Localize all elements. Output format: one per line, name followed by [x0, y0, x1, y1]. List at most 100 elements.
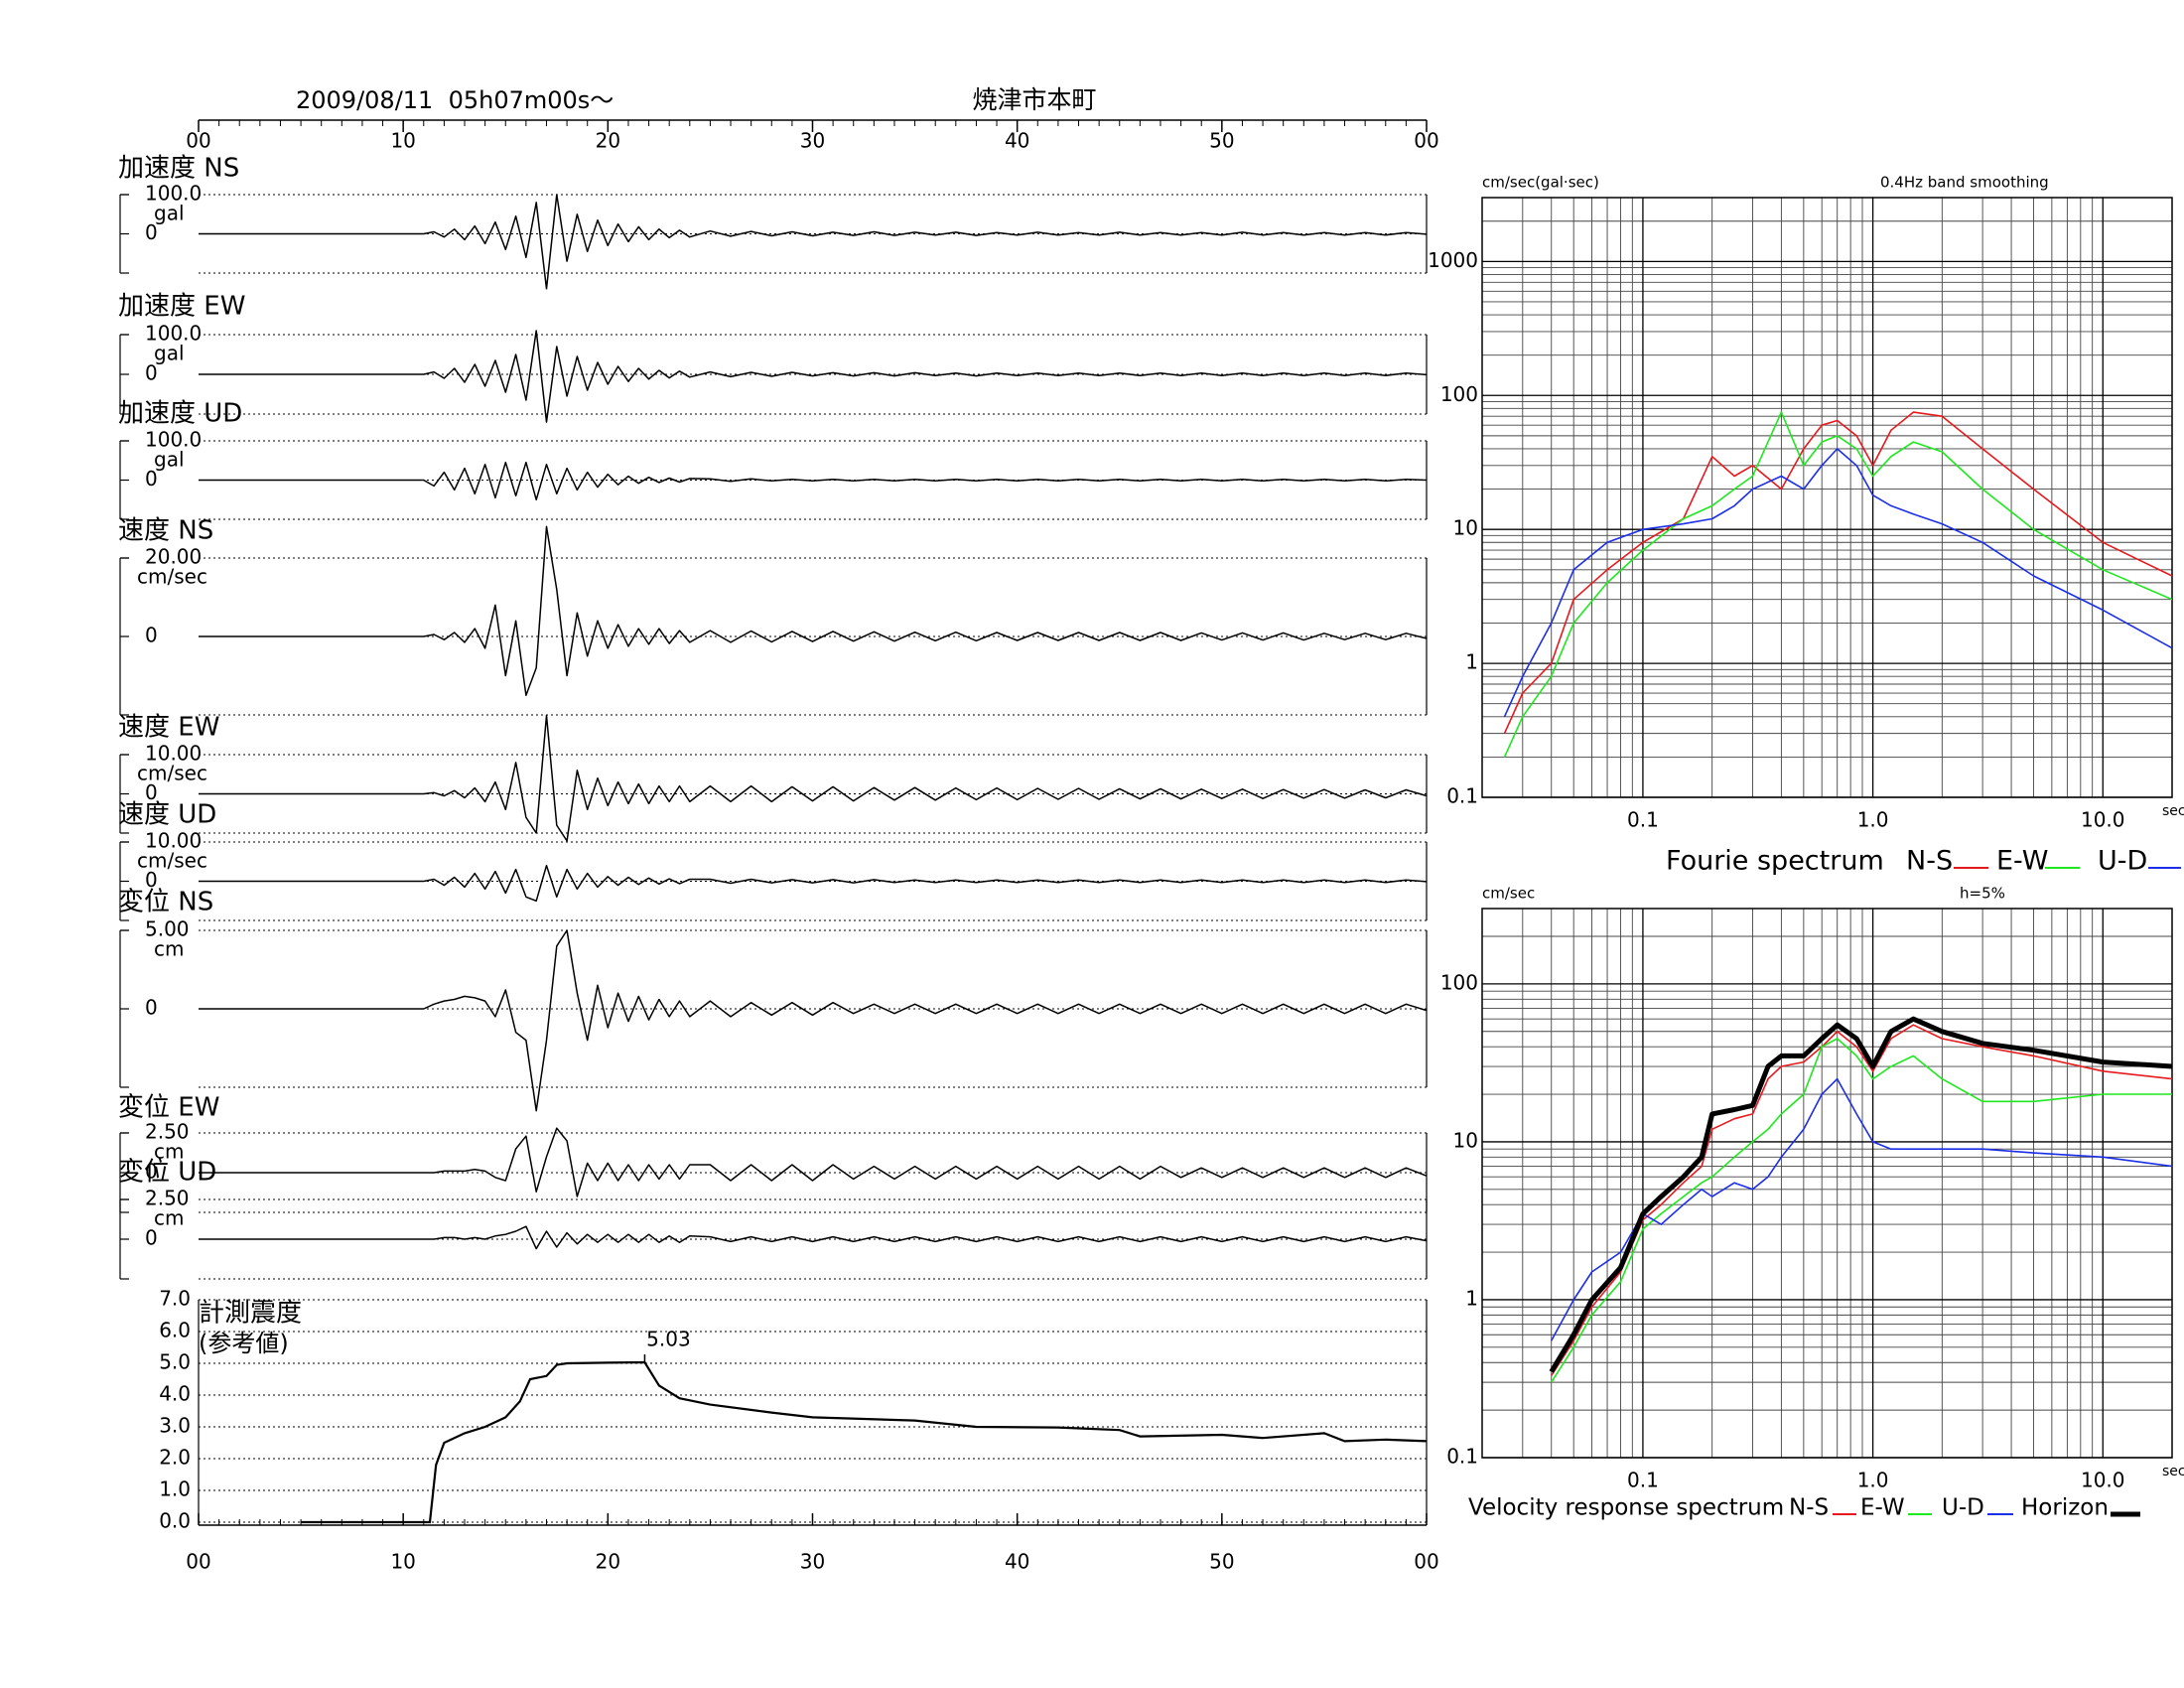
y-tick-label: 4.0 — [159, 1382, 191, 1406]
waveform — [199, 929, 1428, 1112]
trace-name: 加速度 UD — [118, 399, 242, 429]
trace-unit: cm/sec — [137, 762, 207, 785]
x-tick-label: 10.0 — [2081, 1469, 2125, 1492]
y-tick-label: 10.00 — [145, 829, 202, 853]
y-tick-label: 100.0 — [145, 322, 202, 346]
spectrum-line — [1503, 411, 2173, 758]
trace-name: 加速度 EW — [118, 292, 245, 322]
legend-title: Fourie spectrum — [1666, 846, 1884, 877]
y-tick-label: 0.0 — [159, 1509, 191, 1533]
trace-name: 変位 UD — [118, 1158, 216, 1188]
x-tick-label: 40 — [1005, 1550, 1029, 1574]
y-axis-label: cm/sec — [1482, 885, 1535, 903]
legend-label: E-W — [1996, 846, 2048, 877]
spectrum-line — [1549, 1016, 2173, 1373]
y-tick-label: 100 — [1440, 382, 1478, 406]
intensity-title: 計測震度 — [199, 1299, 302, 1329]
spectrum-line — [1551, 1024, 2173, 1376]
y-tick-label: 0 — [145, 780, 158, 804]
x-tick-label: 10.0 — [2081, 808, 2125, 832]
y-tick-label: 0 — [145, 868, 158, 892]
legend-label: N-S — [1789, 1495, 1829, 1521]
y-tick-label: 0 — [145, 624, 158, 647]
y-tick-label: 100.0 — [145, 182, 202, 206]
x-tick-label: 50 — [1209, 1550, 1234, 1574]
spectrum-line — [1503, 448, 2173, 718]
legend-label: Horizon — [2021, 1495, 2109, 1521]
x-tick-label: 00 — [1414, 1550, 1438, 1574]
plot-frame — [1481, 197, 2173, 798]
intensity-subtitle: (参考値) — [199, 1330, 289, 1357]
header-site: 焼津市本町 — [972, 85, 1096, 114]
trace-unit: cm — [154, 1140, 184, 1164]
plot-frame — [1481, 908, 2173, 1459]
waveform — [199, 525, 1428, 697]
y-tick-label: 10 — [1453, 1128, 1478, 1152]
spectrum-line — [1503, 411, 2173, 734]
legend-label: U-D — [1942, 1495, 1984, 1521]
annotation: 0.4Hz band smoothing — [1880, 174, 2049, 192]
y-axis-label: cm/sec(gal·sec) — [1482, 174, 1599, 192]
y-tick-label: 0 — [145, 467, 158, 491]
x-tick-label: 00 — [1414, 129, 1438, 153]
x-tick-label: 0.1 — [1627, 1469, 1659, 1492]
y-tick-label: 10.00 — [145, 742, 202, 766]
x-tick-label: 00 — [186, 1550, 210, 1574]
trace-unit: gal — [154, 202, 185, 225]
x-tick-label: 30 — [800, 129, 825, 153]
y-tick-label: 2.50 — [145, 1120, 190, 1144]
trace-name: 加速度 NS — [118, 154, 239, 184]
trace-unit: cm — [154, 1206, 184, 1230]
x-tick-label: 10 — [390, 129, 415, 153]
x-tick-label: 1.0 — [1857, 808, 1889, 832]
waveform — [199, 1127, 1428, 1197]
y-tick-label: 7.0 — [159, 1287, 191, 1311]
trace-unit: cm/sec — [137, 565, 207, 589]
x-axis-label: sec — [2162, 803, 2184, 819]
trace-name: 速度 UD — [118, 800, 216, 830]
trace-unit: cm — [154, 937, 184, 961]
x-tick-label: 40 — [1005, 129, 1029, 153]
y-tick-label: 0 — [145, 220, 158, 244]
y-tick-label: 2.0 — [159, 1446, 191, 1470]
spectrum-line — [1551, 1038, 2172, 1383]
waveform — [199, 461, 1428, 501]
trace-name: 変位 EW — [118, 1093, 219, 1123]
trace-unit: gal — [154, 342, 185, 365]
legend-title: Velocity response spectrum — [1468, 1495, 1784, 1521]
waveform — [199, 330, 1428, 423]
x-tick-label: 1.0 — [1857, 1469, 1889, 1492]
legend-label: U-D — [2098, 846, 2147, 877]
y-tick-label: 100 — [1440, 970, 1478, 994]
trace-unit: cm/sec — [137, 849, 207, 873]
x-axis-label: sec — [2162, 1464, 2184, 1479]
waveform — [199, 714, 1428, 842]
trace-name: 速度 NS — [118, 516, 213, 546]
y-tick-label: 0 — [145, 1160, 158, 1184]
trace-name: 速度 EW — [118, 713, 219, 743]
y-tick-label: 0 — [145, 996, 158, 1020]
y-tick-label: 100.0 — [145, 428, 202, 452]
legend-label: E-W — [1860, 1495, 1905, 1521]
x-tick-label: 10 — [390, 1550, 415, 1574]
y-tick-label: 1 — [1465, 650, 1478, 674]
y-tick-label: 1000 — [1428, 248, 1478, 272]
trace-name: 変位 NS — [118, 888, 213, 917]
peak-label: 5.03 — [646, 1328, 691, 1351]
y-tick-label: 0 — [145, 361, 158, 385]
y-tick-label: 1 — [1465, 1286, 1478, 1310]
x-tick-label: 00 — [186, 129, 210, 153]
x-tick-label: 20 — [596, 129, 620, 153]
y-tick-label: 20.00 — [145, 545, 202, 569]
x-tick-label: 0.1 — [1627, 808, 1659, 832]
waveform — [199, 194, 1428, 290]
y-tick-label: 3.0 — [159, 1414, 191, 1438]
waveform — [199, 1225, 1428, 1250]
y-tick-label: 2.50 — [145, 1187, 190, 1210]
y-tick-label: 6.0 — [159, 1319, 191, 1342]
x-tick-label: 20 — [596, 1550, 620, 1574]
y-tick-label: 5.00 — [145, 917, 190, 941]
y-tick-label: 10 — [1453, 516, 1478, 540]
annotation: h=5% — [1960, 885, 2005, 903]
